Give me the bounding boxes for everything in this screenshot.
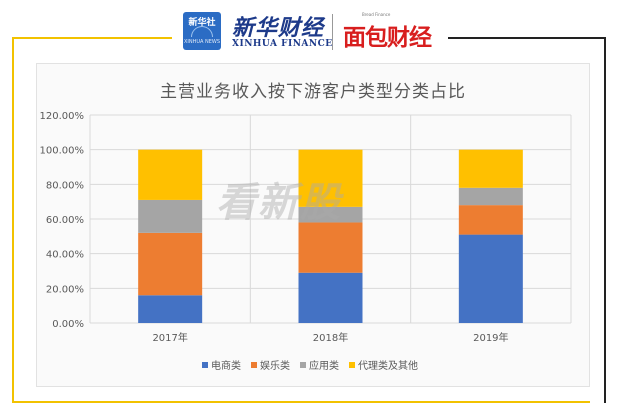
legend-swatch — [251, 362, 257, 368]
legend-swatch — [300, 362, 306, 368]
legend-label: 电商类 — [211, 361, 241, 372]
x-tick-label: 2017年 — [152, 331, 187, 344]
y-tick-label: 120.00% — [40, 111, 85, 122]
chart-title: 主营业务收入按下游客户类型分类占比 — [160, 82, 466, 102]
bar-segment — [298, 272, 363, 323]
bar-segment — [138, 149, 203, 200]
x-tick-label: 2019年 — [473, 331, 508, 344]
legend-item: 电商类 — [202, 357, 241, 372]
bar-segment — [298, 222, 363, 273]
chart-legend: 电商类 娱乐类 应用类 代理类及其他 — [0, 357, 620, 372]
bar-segment — [458, 234, 523, 323]
frame-left-line — [12, 37, 14, 403]
bar-segment — [138, 232, 203, 296]
frame-bottom-line — [12, 401, 590, 403]
mian-logo: 面包财经 — [343, 25, 432, 51]
legend-item: 应用类 — [300, 357, 339, 372]
watermark: 看新股 — [216, 180, 342, 226]
y-tick-label: 0.00% — [52, 319, 84, 330]
x-tick-label: 2018年 — [313, 331, 348, 344]
bar-segment — [138, 199, 203, 233]
frame-right-line — [604, 37, 606, 403]
legend-item: 娱乐类 — [251, 357, 290, 372]
xinhua-logo-text: 新华社 — [188, 18, 216, 28]
xinhua-logo: 新华社 XINHUA NEWS — [183, 12, 221, 50]
legend-swatch — [349, 362, 355, 368]
bar-segment — [298, 206, 363, 223]
legend-label: 应用类 — [309, 361, 339, 372]
y-tick-label: 60.00% — [46, 215, 84, 226]
bar-segment — [458, 149, 523, 188]
mian-logo-subtext: Bread Finance — [362, 12, 391, 17]
bar-segment — [138, 295, 203, 323]
bar-segment — [458, 187, 523, 206]
bar-segment — [458, 205, 523, 235]
brand-name-cn: 新华财经 — [232, 15, 325, 41]
y-tick-label: 40.00% — [46, 250, 84, 261]
frame-top-right-line — [448, 37, 606, 39]
y-tick-label: 20.00% — [46, 284, 84, 295]
legend-item: 代理类及其他 — [349, 357, 418, 372]
brand-name-en: XINHUA FINANCE — [232, 39, 333, 49]
legend-swatch — [202, 362, 208, 368]
y-tick-label: 100.00% — [40, 146, 85, 157]
xinhua-logo-subtext: XINHUA NEWS — [183, 39, 221, 45]
brand-divider — [332, 14, 333, 50]
bar-segment — [298, 149, 363, 207]
legend-label: 娱乐类 — [260, 361, 290, 372]
frame-top-left-line — [12, 37, 172, 39]
y-tick-label: 80.00% — [46, 180, 84, 191]
legend-label: 代理类及其他 — [358, 361, 418, 372]
header: 新华社 XINHUA NEWS 新华财经 XINHUA FINANCE Brea… — [0, 0, 620, 62]
